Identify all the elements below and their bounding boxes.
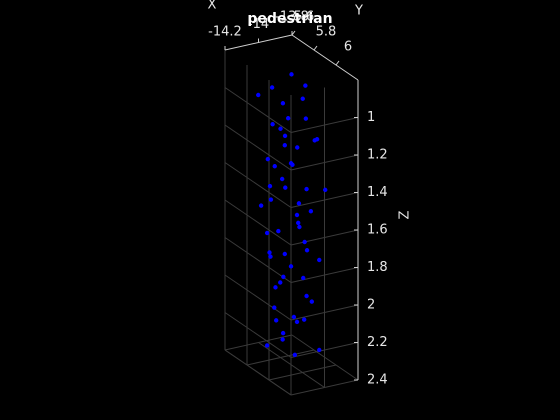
y-tick [335,60,340,66]
z-tick-label: 2.2 [367,335,388,350]
y-axis-line [291,34,359,81]
point [301,275,306,281]
point [309,299,315,304]
point [317,257,322,263]
z-axis-label: Z [398,210,413,219]
point [303,83,308,88]
z-tick-label: 1.6 [367,223,388,238]
point [296,201,302,206]
z-tick-label: 1.8 [367,260,388,275]
point [276,228,281,234]
point [273,285,278,290]
point [283,185,288,190]
point [268,197,274,202]
z-tick-label: 2.4 [367,373,388,388]
x-axis-label: X [208,0,217,13]
point [281,274,286,280]
grid-line [268,364,337,381]
y-tick-label: 5.8 [316,25,337,40]
x-tick-label: -14.2 [208,25,242,40]
point [278,126,283,131]
point [297,224,302,230]
chart-title: pedestrian [247,11,332,27]
grid-line [224,162,292,208]
point [280,330,286,336]
x-tick-label: -13.8 [275,10,309,25]
point [314,137,320,142]
grid-line [224,312,292,358]
grid-line [224,199,292,246]
grid-line [224,274,292,321]
point [323,187,328,193]
point [264,230,270,236]
z-tick-label: 1 [367,110,375,125]
grid-line [224,237,292,283]
point [294,212,300,218]
point [300,96,305,101]
point [291,314,297,320]
point [288,264,294,269]
point [285,116,291,121]
point [278,280,283,285]
point [267,250,272,255]
y-tick [291,30,296,36]
grid-line [246,349,315,366]
point [274,318,279,323]
point [280,101,286,106]
point [267,183,273,189]
point [303,116,309,121]
point [272,164,277,169]
z-tick-label: 1.2 [367,148,388,163]
point [258,203,264,208]
point [272,305,277,310]
point [282,251,287,257]
point [294,319,300,325]
point [304,248,310,253]
point [269,85,275,90]
point [256,92,261,98]
point [270,122,275,127]
y-tick-label: 5.6 [294,10,315,25]
point [282,143,287,148]
point [292,352,298,358]
point [304,293,309,299]
point [282,133,288,139]
point [317,347,322,353]
point [308,209,314,214]
point [301,317,307,322]
y-tick-label: 6 [344,40,352,55]
grid-line [224,87,292,133]
point [296,220,301,226]
point [302,239,307,245]
point [289,72,294,77]
grid-line [224,334,293,351]
point [280,337,285,342]
y-tick [313,45,318,51]
grid-line [291,334,359,381]
point [264,343,270,348]
x-tick-label: -14 [248,17,269,32]
point [265,156,271,162]
point [288,161,294,166]
point [304,186,309,192]
grid-line [224,349,292,396]
y-axis-label: Y [354,4,363,19]
point [279,176,285,182]
point [268,254,273,259]
grid-line [224,124,292,171]
z-tick-label: 1.4 [367,185,388,200]
z-tick-label: 2 [367,298,375,313]
point [295,145,300,150]
